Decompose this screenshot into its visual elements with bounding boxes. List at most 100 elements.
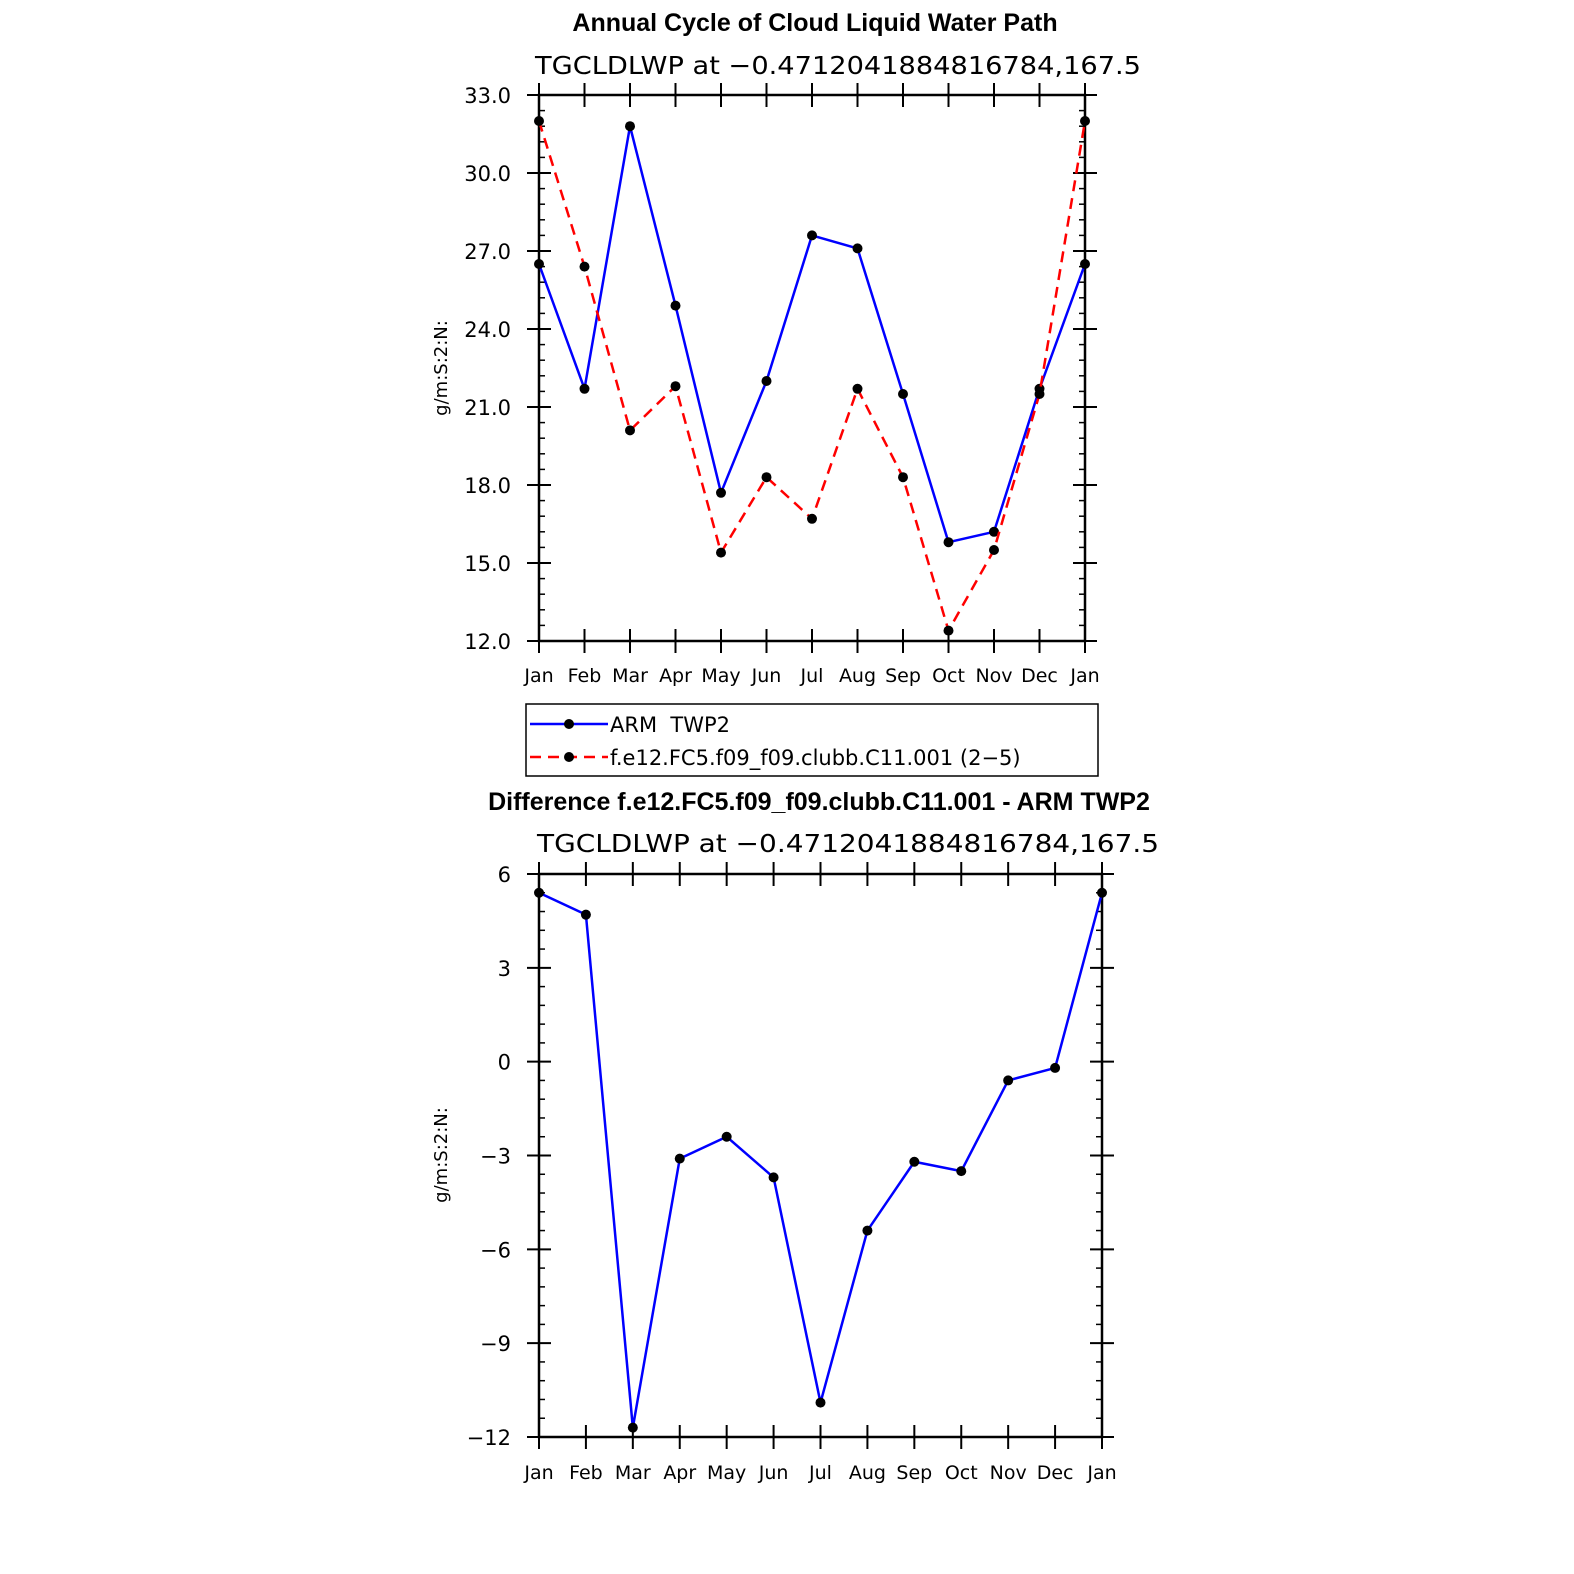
x-tick-label: Jul (808, 1462, 832, 1484)
x-tick-label: Jan (523, 1462, 553, 1484)
data-point (943, 537, 954, 548)
x-tick-label: Oct (932, 665, 965, 687)
data-point (625, 425, 635, 436)
data-point (989, 545, 999, 555)
data-point (761, 472, 772, 483)
legend-marker-arm (564, 719, 574, 729)
top-chart-ticks: Jan Feb Mar Apr May Jun Jul Aug Sep Oct Nov Dec Jan 1… (464, 83, 1100, 687)
x-tick-label: Aug (839, 665, 876, 687)
data-point (807, 230, 817, 241)
data-point (721, 1131, 732, 1142)
x-tick-label: Jan (1086, 1462, 1116, 1484)
bottom-chart-series (534, 887, 1107, 1433)
x-tick-label: Mar (615, 1462, 651, 1484)
data-point (625, 121, 635, 132)
x-tick-label: Jun (751, 665, 782, 687)
y-tick-label: −9 (480, 1332, 511, 1356)
data-point (1034, 389, 1045, 399)
y-tick-label: 6 (498, 863, 511, 887)
series-line-0 (537, 124, 1087, 544)
data-point (1080, 116, 1090, 126)
y-tick-label: 24.0 (464, 318, 511, 342)
top-chart: Annual Cycle of Cloud Liquid Water Path … (431, 9, 1141, 777)
x-tick-label: Nov (975, 665, 1012, 687)
data-point (716, 547, 726, 558)
x-tick-label: Jan (523, 665, 553, 687)
data-point (898, 472, 908, 483)
legend-label-model: f.e12.FC5.f09_f09.clubb.C11.001 (2−5) (610, 746, 1021, 771)
x-tick-label: Oct (945, 1462, 978, 1484)
bottom-chart-ticks: Jan Feb Mar Apr May Jun Jul Aug Sep Oct Nov Dec Jan−… (467, 862, 1117, 1484)
bottom-chart-title: Difference f.e12.FC5.f09_f09.clubb.C11.0… (488, 788, 1150, 816)
data-point (579, 383, 590, 394)
x-tick-label: May (707, 1462, 746, 1484)
data-point (761, 376, 772, 386)
y-tick-label: 3 (498, 957, 511, 981)
data-point (852, 243, 863, 254)
data-point (862, 1225, 873, 1236)
y-tick-label: 33.0 (464, 84, 511, 108)
data-point (1003, 1075, 1014, 1086)
x-tick-label: Apr (659, 665, 692, 687)
top-chart-legend: ARM TWP2 f.e12.FC5.f09_f09.clubb.C11.001… (525, 703, 1099, 777)
bottom-chart-y-axis-label: g/m:S:2:N: (431, 1107, 452, 1203)
series-line-0 (538, 891, 1104, 1429)
x-tick-label: Jul (800, 665, 824, 687)
x-tick-label: May (701, 665, 740, 687)
x-tick-label: Dec (1021, 665, 1058, 687)
x-tick-label: Dec (1037, 1462, 1074, 1484)
data-point (1097, 887, 1107, 898)
x-tick-label: Jan (1069, 665, 1099, 687)
legend-marker-model (564, 752, 574, 762)
x-tick-label: Jun (758, 1462, 789, 1484)
y-tick-label: 12.0 (464, 630, 511, 654)
data-point (852, 383, 863, 394)
y-tick-label: −12 (467, 1426, 511, 1450)
y-tick-label: 0 (498, 1051, 511, 1075)
x-tick-label: Feb (568, 665, 602, 687)
x-tick-label: Mar (612, 665, 648, 687)
data-point (627, 1422, 638, 1433)
data-point (670, 300, 681, 311)
data-point (674, 1153, 685, 1164)
top-chart-y-axis-label: g/m:S:2:N: (431, 320, 452, 416)
data-point (815, 1397, 826, 1408)
data-point (943, 625, 954, 636)
data-point (534, 887, 544, 898)
data-point (580, 909, 591, 920)
data-point (768, 1172, 779, 1183)
data-point (716, 487, 726, 498)
x-tick-label: Sep (896, 1462, 932, 1484)
bottom-chart-plot-frame (537, 872, 1104, 1439)
legend-label-arm: ARM TWP2 (610, 713, 730, 737)
data-point (534, 259, 544, 269)
bottom-chart-subtitle: TGCLDLWP at −0.4712041884816784,167.5 (536, 829, 1159, 858)
y-tick-label: 18.0 (464, 474, 511, 498)
data-point (579, 261, 590, 272)
x-tick-label: Feb (569, 1462, 603, 1484)
legend-box (525, 703, 1099, 777)
data-point (909, 1156, 920, 1167)
series-line-1 (537, 120, 1087, 632)
data-point (898, 389, 908, 399)
data-point (1050, 1062, 1061, 1073)
top-chart-series (534, 116, 1090, 636)
data-point (989, 526, 999, 537)
top-chart-subtitle: TGCLDLWP at −0.4712041884816784,167.5 (534, 51, 1141, 80)
data-point (1080, 259, 1090, 269)
x-tick-label: Aug (849, 1462, 886, 1484)
y-tick-label: 30.0 (464, 162, 511, 186)
data-point (956, 1166, 967, 1177)
y-tick-label: 15.0 (464, 552, 511, 576)
y-tick-label: −3 (480, 1145, 511, 1169)
data-point (807, 513, 817, 524)
data-point (670, 381, 681, 392)
x-tick-label: Nov (990, 1462, 1027, 1484)
x-tick-label: Apr (663, 1462, 696, 1484)
top-chart-title: Annual Cycle of Cloud Liquid Water Path (572, 9, 1057, 37)
x-tick-label: Sep (885, 665, 921, 687)
bottom-chart: Difference f.e12.FC5.f09_f09.clubb.C11.0… (431, 788, 1159, 1484)
y-tick-label: 21.0 (464, 396, 511, 420)
y-tick-label: 27.0 (464, 240, 511, 264)
